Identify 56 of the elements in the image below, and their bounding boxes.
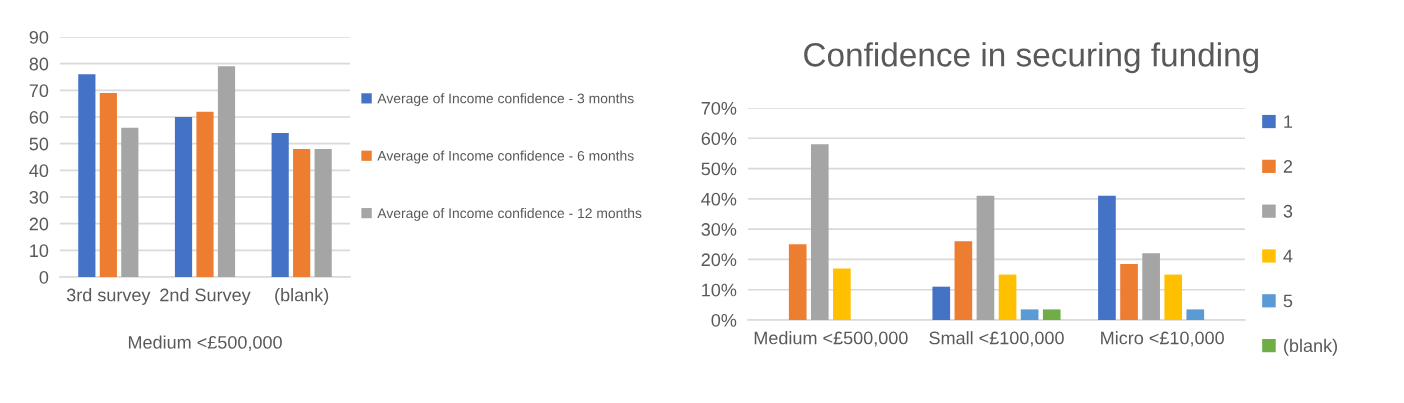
- legend-label: 2: [1283, 160, 1293, 173]
- bar: [1042, 309, 1061, 320]
- y-tick-label: 70%: [701, 101, 737, 115]
- x-tick-label: 2nd Survey: [160, 288, 251, 305]
- bar: [976, 195, 995, 320]
- bar: [196, 111, 214, 277]
- x-tick-label: Small <£100,000: [929, 331, 1064, 347]
- bar: [1120, 263, 1138, 320]
- bar: [833, 268, 851, 320]
- y-tick-label: 40: [29, 164, 49, 178]
- bar: [932, 286, 951, 320]
- y-tick-label: 10%: [702, 283, 737, 297]
- x-tick-label: Micro <£10,000: [1101, 331, 1224, 347]
- bar: [788, 244, 807, 320]
- bar: [810, 144, 829, 320]
- bar: [174, 117, 193, 277]
- legend-label: 3: [1283, 204, 1293, 218]
- y-tick-label: 0%: [711, 313, 737, 327]
- legend-label: 4: [1283, 249, 1293, 263]
- y-tick-label: 50%: [701, 162, 737, 176]
- y-tick-label: 70: [29, 84, 49, 98]
- y-tick-label: 10: [30, 244, 49, 258]
- bar: [121, 127, 139, 277]
- y-tick-label: 20: [29, 217, 49, 231]
- legend-label: Average of Income confidence - 12 months: [377, 207, 642, 221]
- x-tick-label: 3rd survey: [66, 288, 151, 305]
- y-tick-label: 80: [29, 57, 49, 71]
- y-tick-label: 90: [29, 30, 49, 44]
- bar: [1098, 195, 1116, 320]
- legend-label: Average of Income confidence - 3 months: [377, 93, 634, 107]
- x-tick-label: (blank): [275, 288, 329, 305]
- bar: [271, 133, 289, 277]
- y-tick-label: 60%: [701, 132, 737, 146]
- bar: [217, 66, 236, 277]
- legend-label: Average of Income confidence - 6 months: [377, 150, 634, 164]
- y-tick-label: 20%: [701, 253, 737, 267]
- bar: [1020, 309, 1039, 320]
- legend-label: 5: [1283, 294, 1293, 308]
- y-tick-label: 50: [29, 137, 49, 151]
- bar: [293, 149, 311, 277]
- legend-label: 1: [1284, 115, 1293, 128]
- y-tick-label: 0: [39, 270, 49, 284]
- bar: [1142, 253, 1160, 320]
- bar: [1164, 274, 1183, 320]
- bar: [1186, 309, 1205, 320]
- y-tick-label: 60: [29, 110, 49, 124]
- y-tick-label: 30%: [701, 223, 737, 236]
- bar: [998, 274, 1017, 320]
- chart-title: Confidence in securing funding: [804, 42, 1259, 74]
- y-tick-label: 30: [29, 190, 49, 204]
- bar: [99, 93, 117, 277]
- x-tick-label: Medium <£500,000: [754, 331, 908, 347]
- bar: [78, 74, 96, 277]
- bar: [314, 149, 332, 277]
- y-tick-label: 40%: [701, 192, 737, 206]
- bar: [954, 241, 973, 320]
